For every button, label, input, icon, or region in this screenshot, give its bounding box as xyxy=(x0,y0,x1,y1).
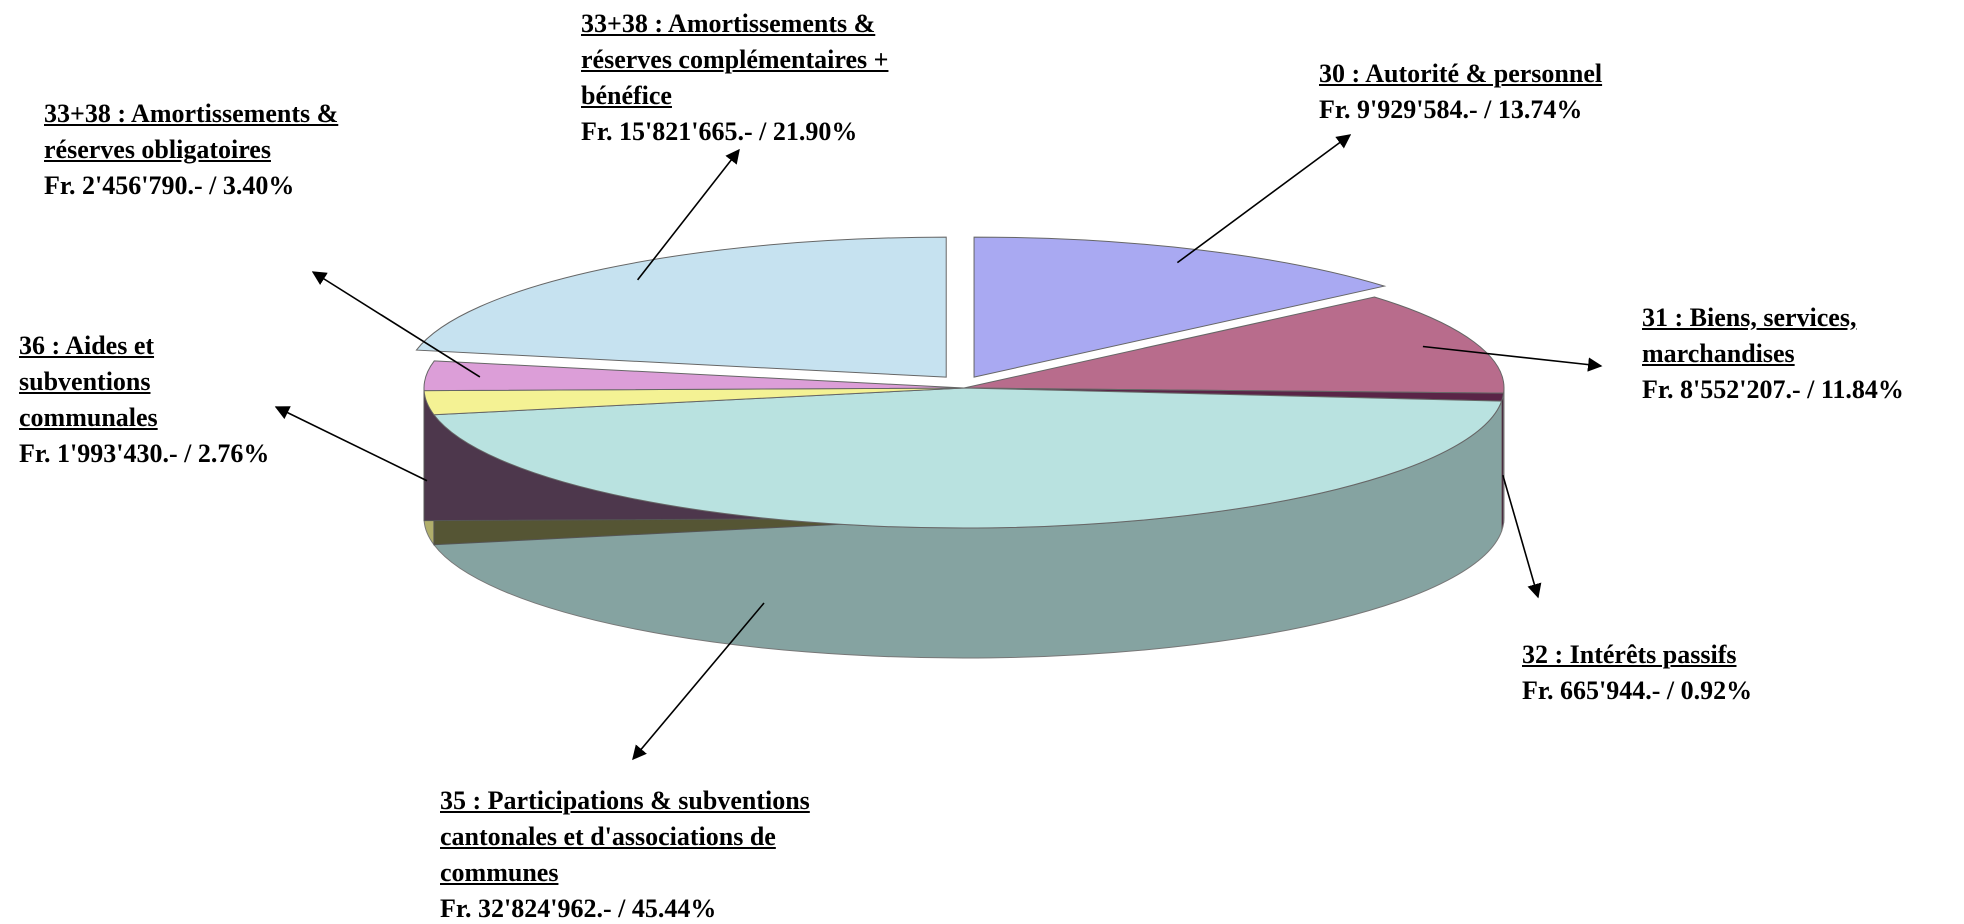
slice-label: 33+38 : Amortissements & réserves complé… xyxy=(581,6,971,150)
value-label: Fr. 15'821'665.- / 21.90% xyxy=(581,117,858,146)
category-label: 31 : Biens, services, marchandises xyxy=(1642,303,1857,368)
leader-arrow xyxy=(632,602,765,761)
leader-arrow xyxy=(274,406,428,482)
leader-arrow xyxy=(1422,345,1603,372)
category-label: 33+38 : Amortissements & réserves complé… xyxy=(581,9,889,110)
category-label: 33+38 : Amortissements & réserves obliga… xyxy=(44,99,339,164)
value-label: Fr. 1'993'430.- / 2.76% xyxy=(19,439,270,468)
category-label: 30 : Autorité & personnel xyxy=(1319,59,1603,88)
slice xyxy=(973,236,1387,378)
leader-arrow xyxy=(311,271,481,378)
slice-label: 32 : Intérêts passifs Fr. 665'944.- / 0.9… xyxy=(1522,637,1882,709)
value-label: Fr. 8'552'207.- / 11.84% xyxy=(1642,375,1904,404)
value-label: Fr. 32'824'962.- / 45.44% xyxy=(440,894,717,923)
category-label: 32 : Intérêts passifs xyxy=(1522,640,1737,669)
slice xyxy=(432,387,1503,529)
value-label: Fr. 9'929'584.- / 13.74% xyxy=(1319,95,1583,124)
leader-arrow xyxy=(1176,134,1352,264)
slice xyxy=(963,296,1505,394)
value-label: Fr. 2'456'790.- / 3.40% xyxy=(44,171,295,200)
category-label: 36 : Aides et subventions communales xyxy=(19,331,158,432)
slice-label: 35 : Participations & subventions canton… xyxy=(440,783,900,924)
slice-label: 31 : Biens, services, marchandises Fr. 8'… xyxy=(1642,300,1962,408)
slice-label: 36 : Aides et subventions communales Fr. … xyxy=(19,328,270,472)
leader-arrow xyxy=(636,148,740,281)
category-label: 35 : Participations & subventions canton… xyxy=(440,786,810,887)
slice-label: 30 : Autorité & personnel Fr. 9'929'584.-… xyxy=(1319,56,1749,128)
leader-arrow xyxy=(1502,474,1542,599)
value-label: Fr. 665'944.- / 0.92% xyxy=(1522,676,1753,705)
slice xyxy=(423,360,965,392)
slice xyxy=(415,236,947,378)
slice-label: 33+38 : Amortissements & réserves obliga… xyxy=(44,96,384,204)
